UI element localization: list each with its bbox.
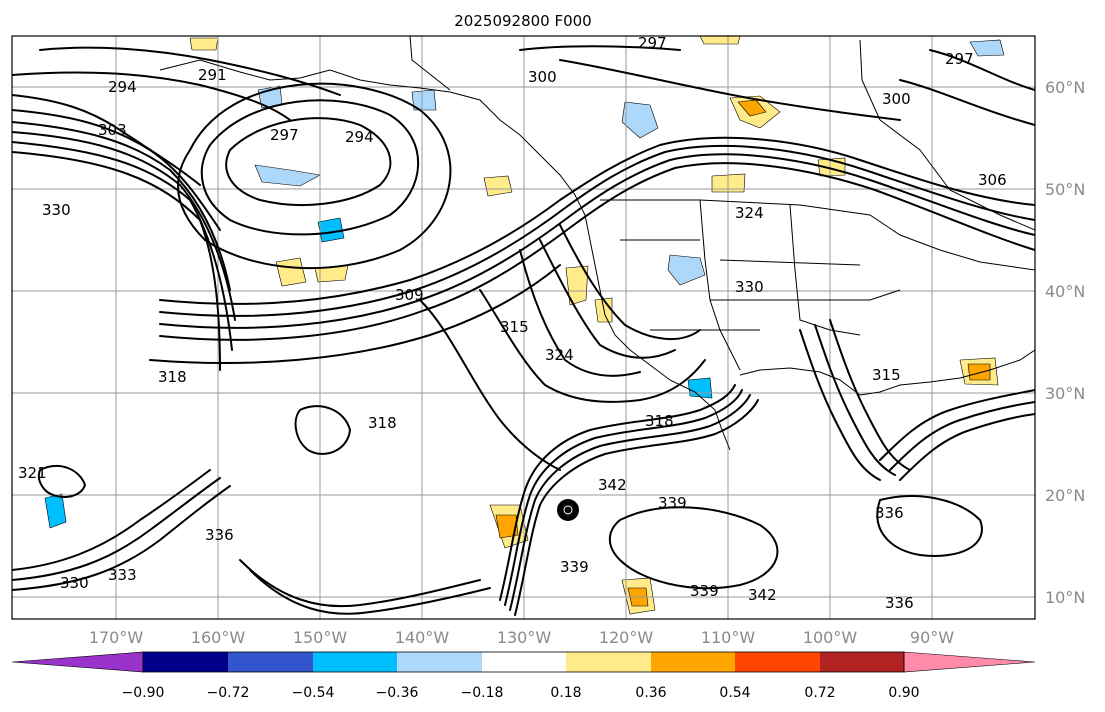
blue-shade (411, 89, 437, 111)
colorbar-tick-label: −0.36 (376, 685, 419, 701)
lat-label: 10°N (1045, 588, 1085, 607)
blue-shade (317, 217, 345, 243)
plot-title: 2025092800 F000 (454, 12, 591, 30)
colorbar-tick-label: 0.72 (804, 685, 835, 701)
lon-label: 140°W (395, 628, 450, 647)
colorbar-segment (651, 652, 735, 672)
colorbar-segment (228, 652, 313, 672)
orange-shade (967, 363, 991, 381)
contour-label: 336 (875, 504, 904, 522)
contour-label: 300 (528, 68, 557, 86)
contour-label: 336 (205, 526, 234, 544)
colorbar-segment (313, 652, 397, 672)
yellow-shade (189, 37, 219, 51)
blue-shade (254, 164, 321, 187)
colorbar-segment (482, 652, 566, 672)
contour-label: 333 (108, 566, 137, 584)
lon-label: 160°W (191, 628, 246, 647)
colorbar-segment-high-extend (903, 651, 1036, 673)
colorbar-tick-label: 0.90 (888, 685, 919, 701)
longitude-axis: 170°W 160°W 150°W 140°W 130°W 120°W 110°… (89, 628, 954, 647)
contour-label: 318 (645, 412, 674, 430)
contour-label: 336 (885, 594, 914, 612)
orange-shade (737, 99, 767, 117)
contour-label: 309 (395, 286, 424, 304)
lon-label: 170°W (89, 628, 144, 647)
colorbar-tick-label: 0.18 (550, 685, 581, 701)
colorbar: −0.90 −0.72 −0.54 −0.36 −0.18 0.18 0.36 … (11, 651, 1036, 701)
colorbar-segment (397, 652, 482, 672)
colorbar-segment (820, 652, 904, 672)
contour-label: 300 (882, 90, 911, 108)
lon-label: 130°W (497, 628, 552, 647)
lat-label: 50°N (1045, 180, 1085, 199)
contour-label: 342 (748, 586, 777, 604)
colorbar-segment-low-extend (11, 651, 144, 673)
lon-label: 150°W (293, 628, 348, 647)
colorbar-tick-label: 0.36 (635, 685, 666, 701)
contour-label: 303 (98, 121, 127, 139)
contour-label: 294 (108, 78, 137, 96)
colorbar-tick-label: −0.54 (292, 685, 335, 701)
blue-shade (667, 254, 706, 286)
colorbar-tick-label: −0.18 (461, 685, 504, 701)
contour-label: 330 (735, 278, 764, 296)
contour-label: 315 (872, 366, 901, 384)
blue-shade (969, 39, 1005, 57)
contour-label: 339 (658, 494, 687, 512)
contour-label: 324 (545, 346, 574, 364)
contour-label: 297 (945, 50, 974, 68)
lon-label: 110°W (701, 628, 756, 647)
contour-lines (12, 45, 1035, 616)
yellow-shade (483, 175, 513, 197)
contour-label: 321 (18, 464, 47, 482)
yellow-shade (275, 257, 307, 287)
contour-label: 342 (598, 476, 627, 494)
colorbar-segment (566, 652, 651, 672)
lon-label: 100°W (803, 628, 858, 647)
contour-label: 297 (270, 126, 299, 144)
colorbar-tick-label: −0.72 (207, 685, 250, 701)
latitude-axis: 60°N 50°N 40°N 30°N 20°N 10°N (1045, 78, 1085, 607)
coastlines (159, 36, 1035, 451)
hurricane-marker-icon (557, 499, 579, 521)
contour-label: 297 (638, 34, 667, 52)
map-frame (11, 35, 1036, 620)
contour-label: 291 (198, 66, 227, 84)
yellow-shade (699, 36, 741, 45)
contour-label: 324 (735, 204, 764, 222)
orange-shade (495, 514, 519, 539)
colorbar-tick-label: −0.90 (122, 685, 165, 701)
blue-shade (621, 101, 659, 139)
contour-label: 330 (42, 201, 71, 219)
lat-label: 40°N (1045, 282, 1085, 301)
contour-label: 330 (60, 574, 89, 592)
colorbar-segment (735, 652, 820, 672)
contour-label: 306 (978, 171, 1007, 189)
contour-label: 339 (690, 582, 719, 600)
lat-label: 30°N (1045, 384, 1085, 403)
contour-label: 315 (500, 318, 529, 336)
contour-label-group: 297 291 294 300 297 300 306 303 297 294 … (18, 34, 1007, 612)
contour-label: 294 (345, 128, 374, 146)
lat-label: 20°N (1045, 486, 1085, 505)
yellow-shade (565, 265, 589, 306)
contour-label: 318 (368, 414, 397, 432)
colorbar-tick-label: 0.54 (719, 685, 750, 701)
blue-shade (687, 377, 713, 399)
colorbar-frame (142, 651, 905, 673)
lat-label: 60°N (1045, 78, 1085, 97)
colorbar-segment (143, 652, 228, 672)
contour-label: 339 (560, 558, 589, 576)
lon-label: 90°W (910, 628, 954, 647)
contour-label: 318 (158, 368, 187, 386)
lon-label: 120°W (599, 628, 654, 647)
